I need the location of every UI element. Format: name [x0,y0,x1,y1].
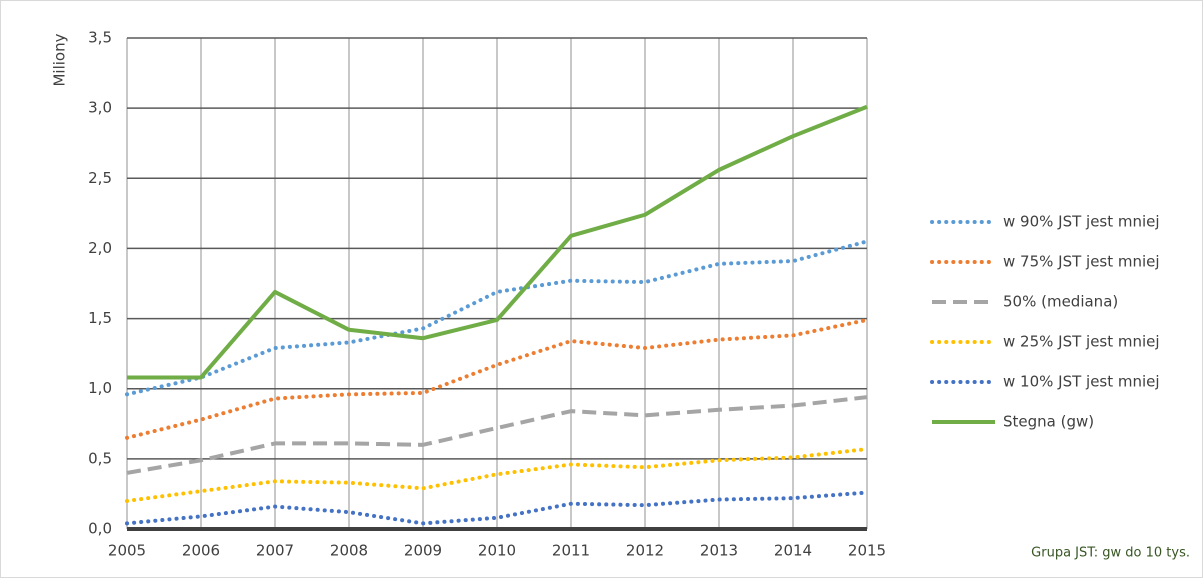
y-tick-label: 0,0 [88,520,112,538]
legend-label: w 90% JST jest mniej [1003,213,1160,231]
y-axis-label: Miliony [51,33,69,86]
x-tick-label: 2010 [478,542,516,560]
x-tick-label: 2009 [404,542,442,560]
legend-label: w 25% JST jest mniej [1003,333,1160,351]
x-tick-label: 2012 [626,542,664,560]
x-tick-label: 2013 [700,542,738,560]
x-tick-label: 2008 [330,542,368,560]
annotation: Grupa JST: gw do 10 tys. [1031,546,1190,561]
legend-label: w 10% JST jest mniej [1003,373,1160,391]
y-tick-label: 1,0 [88,379,112,397]
x-tick-label: 2006 [182,542,220,560]
y-tick-label: 1,5 [88,309,112,327]
y-tick-label: 2,0 [88,239,112,257]
series-line [125,239,869,397]
x-tick-label: 2014 [774,542,812,560]
x-tick-label: 2011 [552,542,590,560]
legend-label: Stegna (gw) [1003,413,1094,431]
legend-label: w 75% JST jest mniej [1003,253,1160,271]
y-tick-label: 2,5 [88,169,112,187]
y-tick-label: 3,0 [88,99,112,117]
x-tick-label: 2015 [848,542,886,560]
series-line [125,317,869,440]
y-tick-label: 0,5 [88,449,112,467]
y-tick-label: 3,5 [88,29,112,47]
x-tick-label: 2005 [108,542,146,560]
x-tick-label: 2007 [256,542,294,560]
series-line [127,104,868,380]
legend-label: 50% (mediana) [1003,293,1118,311]
